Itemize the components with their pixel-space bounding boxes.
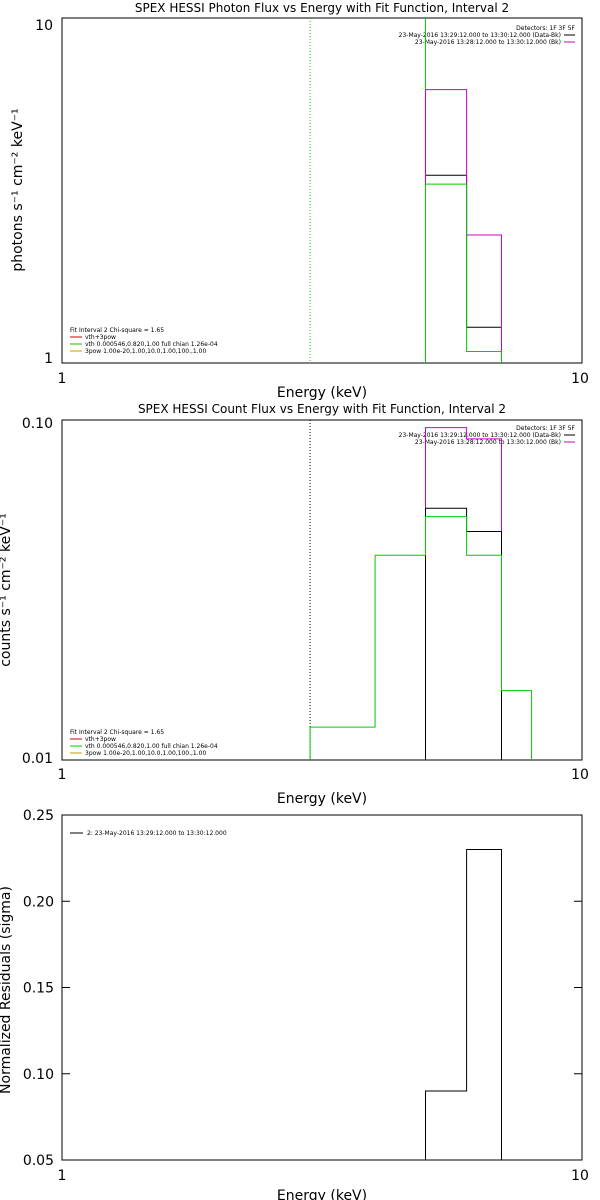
- residuals-legend-text: 2: 23-May-2016 13:29:12.000 to 13:30:12.…: [87, 830, 227, 837]
- count-flux-legend-bk-interval: 23-May-2016 13:28:12.000 to 13:30:12.000…: [415, 439, 561, 446]
- count-flux-legend-3pow-text: 3pow 1.00e-20,1.00,10.0,1.00,100.,1.00: [85, 750, 206, 757]
- residuals-x-tick-label: 1: [58, 1168, 67, 1184]
- photon-flux-y-tick-labels: 1 10: [35, 18, 53, 367]
- count-flux-y-tick-labels: 0.01 0.10: [22, 416, 53, 767]
- residuals-marks: [425, 849, 502, 1160]
- photon-flux-series-2-line: [425, 183, 502, 363]
- photon-flux-series-1-line: [425, 89, 502, 363]
- photon-flux-title: SPEX HESSI Photon Flux vs Energy with Fi…: [135, 1, 509, 15]
- count-flux-legend-detectors: Detectors: 1F 3F 5F: [516, 425, 575, 432]
- residuals-y-axis-title: Normalized Residuals (sigma): [0, 886, 14, 1094]
- count-flux-legend-vth-text: vth 0.000546,0.820,1.00 full chian 1.26e…: [85, 743, 218, 750]
- photon-flux-legend-vth-text: vth 0.000546,0.820,1.00 full chian 1.26e…: [85, 341, 218, 348]
- photon-flux-y-axis-title: photons s⁻¹ cm⁻² keV⁻¹: [10, 108, 26, 271]
- photon-flux-legend-3pow-text: 3pow 1.00e-20,1.00,10.0,1.00,100.,1.00: [85, 348, 206, 355]
- count-flux-series-2-line: [309, 516, 533, 760]
- photon-flux-plot-frame: [61, 17, 583, 364]
- photon-flux-y-tick-label: 10: [35, 18, 53, 34]
- count-flux-legend-bottom: Fit Interval 2 Chi-square = 1.65 vth+3po…: [70, 729, 218, 757]
- count-flux-x-tick-labels: 1 10: [58, 767, 589, 783]
- residuals-x-axis-title: Energy (keV): [277, 1188, 367, 1200]
- residuals-y-tick-label: 0.15: [23, 981, 54, 997]
- count-flux-y-axis-title: counts s⁻¹ cm⁻² keV⁻¹: [0, 513, 14, 667]
- count-flux-title: SPEX HESSI Count Flux vs Energy with Fit…: [138, 402, 506, 416]
- residuals-y-ticks: 0.05 0.10 0.15 0.20 0.25: [23, 808, 582, 1169]
- count-flux-y-tick-label: 0.10: [22, 416, 53, 432]
- count-flux-legend-top: Detectors: 1F 3F 5F 23-May-2016 13:29:12…: [399, 425, 576, 446]
- photon-flux-x-axis-title: Energy (keV): [277, 385, 367, 401]
- residuals-y-tick-label: 0.25: [23, 808, 54, 824]
- residuals-y-tick-label: 0.05: [23, 1153, 54, 1169]
- count-flux-y-tick-label: 0.01: [22, 751, 53, 767]
- count-flux-fit-interval-text: Fit Interval 2 Chi-square = 1.65: [70, 729, 164, 736]
- photon-flux-x-tick-label: 1: [58, 371, 67, 387]
- residuals-x-tick-label: 10: [571, 1168, 589, 1184]
- residuals-x-tick-labels: 1 10: [58, 1168, 589, 1184]
- photon-flux-panel: SPEX HESSI Photon Flux vs Energy with Fi…: [10, 1, 589, 401]
- count-flux-plot-frame: [61, 419, 583, 761]
- count-flux-x-tick-label: 10: [571, 767, 589, 783]
- count-flux-x-axis-title: Energy (keV): [277, 791, 367, 807]
- photon-flux-x-tick-label: 10: [571, 371, 589, 387]
- photon-flux-legend-detectors: Detectors: 1F 3F 5F: [516, 25, 575, 32]
- photon-flux-marks: [309, 18, 502, 363]
- photon-flux-legend-bk-interval: 23-May-2016 13:28:12.000 to 13:30:12.000…: [415, 39, 561, 46]
- photon-flux-y-tick-label: 1: [44, 351, 53, 367]
- photon-flux-legend-data-interval: 23-May-2016 13:29:12.000 to 13:30:12.000…: [399, 32, 561, 39]
- count-flux-legend-data-interval: 23-May-2016 13:29:12.000 to 13:30:12.000…: [399, 432, 561, 439]
- residuals-panel: 1 10 0.05 0.10 0.15 0.20 0.25 Energy (keV) N…: [0, 808, 589, 1200]
- photon-flux-legend-bottom: Fit Interval 2 Chi-square = 1.65 vth+3po…: [70, 327, 218, 355]
- residuals-series-0-line: [425, 849, 502, 1160]
- residuals-y-tick-label: 0.10: [23, 1067, 54, 1083]
- photon-flux-legend-top: Detectors: 1F 3F 5F 23-May-2016 13:29:12…: [399, 25, 576, 46]
- count-flux-marks: [309, 420, 533, 760]
- residuals-y-tick-label: 0.20: [23, 894, 54, 910]
- count-flux-x-tick-label: 1: [58, 767, 67, 783]
- count-flux-panel: SPEX HESSI Count Flux vs Energy with Fit…: [0, 402, 589, 807]
- photon-flux-legend-vth3pow-text: vth+3pow: [85, 334, 116, 341]
- count-flux-series-0-line: [425, 427, 502, 760]
- photon-flux-x-tick-labels: 1 10: [58, 371, 589, 387]
- residuals-legend-top: 2: 23-May-2016 13:29:12.000 to 13:30:12.…: [70, 830, 227, 837]
- photon-flux-fit-interval-text: Fit Interval 2 Chi-square = 1.65: [70, 327, 164, 334]
- count-flux-legend-vth3pow-text: vth+3pow: [85, 736, 116, 743]
